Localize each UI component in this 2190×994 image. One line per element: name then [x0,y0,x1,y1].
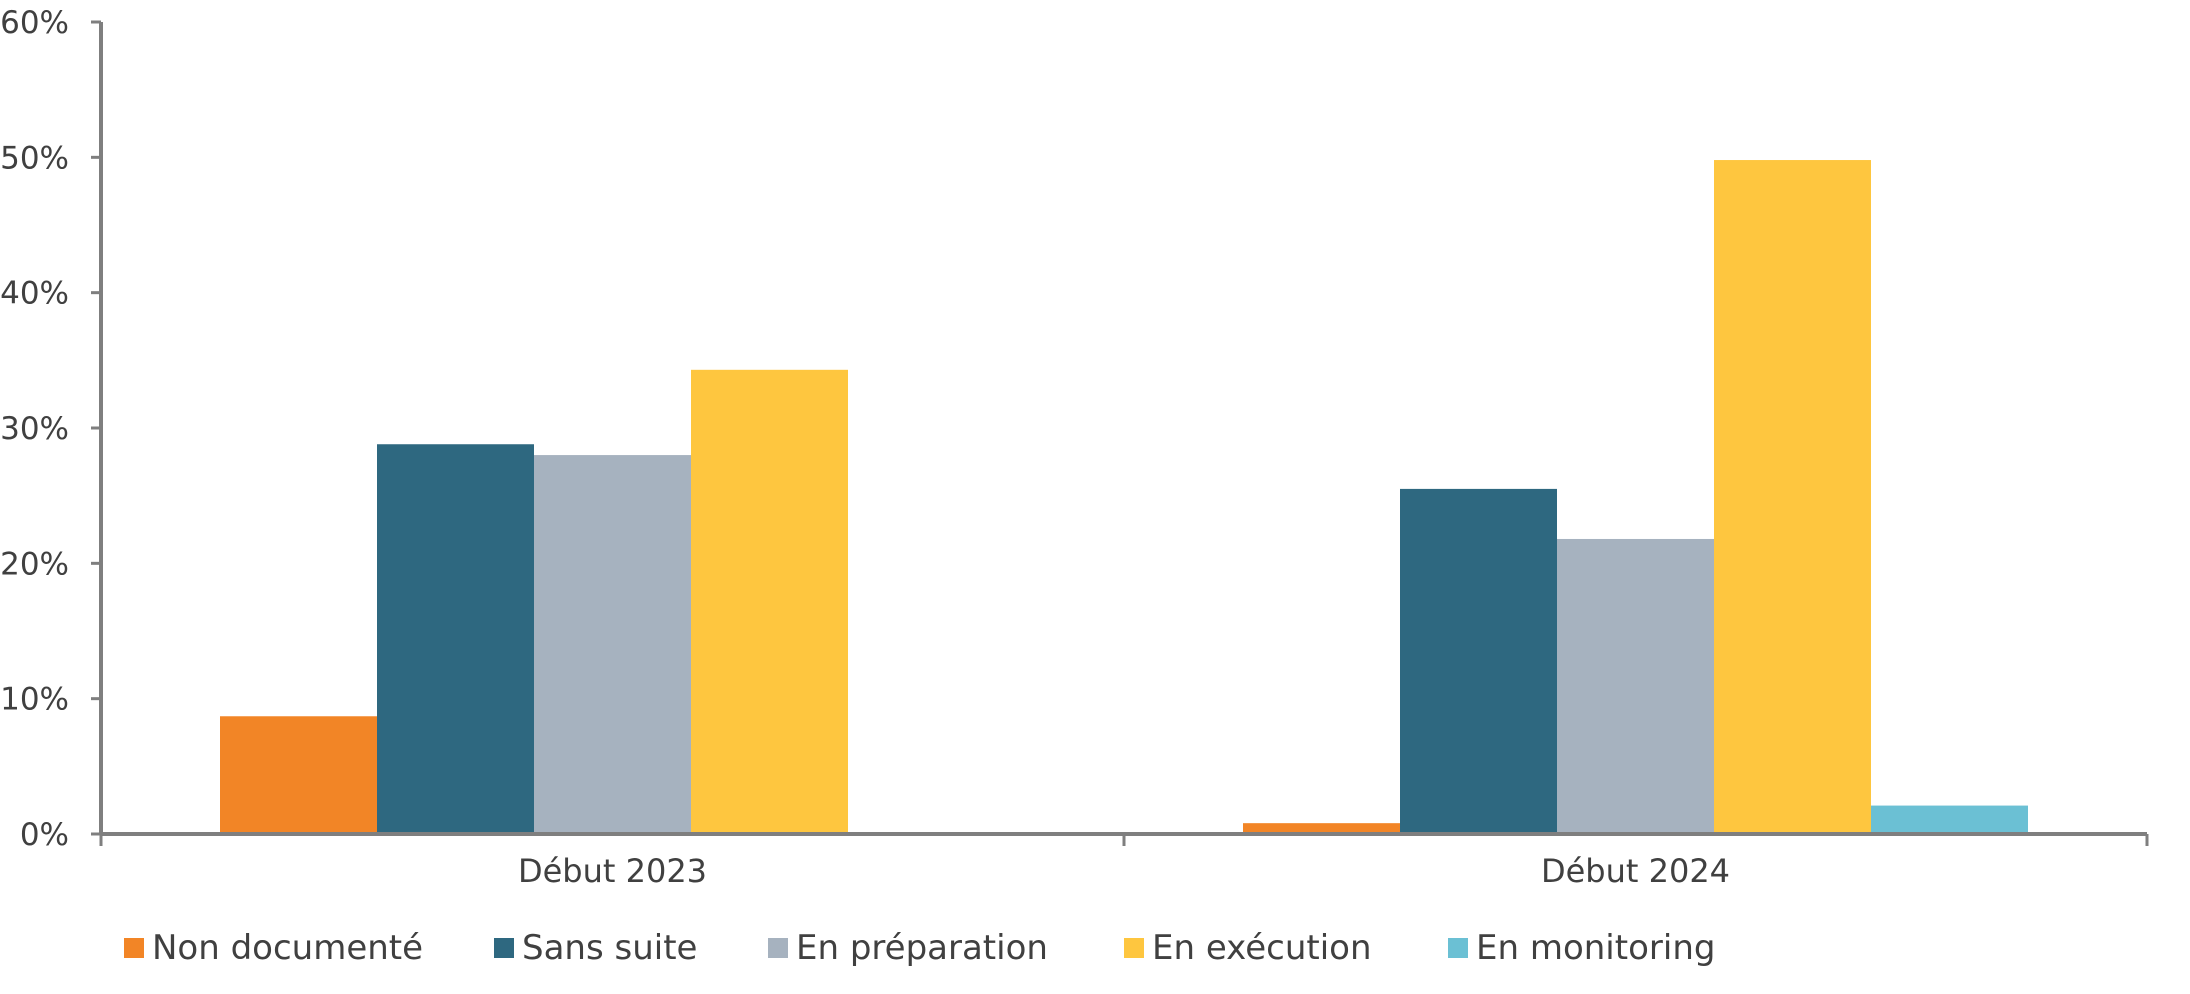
legend-label-en-monitoring: En monitoring [1476,928,1716,968]
bar-en-ex-cution-1 [1714,160,1871,835]
legend-item-non-documente: Non documenté [124,928,494,968]
bars [220,160,2028,835]
y-tick-label: 40% [0,276,69,312]
bar-en-monitoring-1 [1871,805,2028,834]
legend-item-en-preparation: En préparation [768,928,1124,968]
x-axis: Début 2023 Début 2024 [99,832,2149,890]
bar-en-pr-paration-0 [534,455,691,834]
y-tick-label: 0% [20,817,69,853]
legend-swatch-non-documente [124,938,144,958]
legend-item-sans-suite: Sans suite [494,928,768,968]
bar-non-document--0 [220,716,377,834]
legend-label-en-execution: En exécution [1152,928,1372,968]
bar-sans-suite-0 [377,444,534,834]
y-tick-label: 50% [0,140,69,176]
x-tick-label: Début 2024 [1541,852,1730,890]
legend-item-en-execution: En exécution [1124,928,1448,968]
legend-label-sans-suite: Sans suite [522,928,698,968]
y-tick-label: 30% [0,411,69,447]
legend-swatch-en-execution [1124,938,1144,958]
legend: Non documenté Sans suite En préparation … [124,928,1715,968]
legend-swatch-en-preparation [768,938,788,958]
bar-non-document--1 [1243,823,1400,834]
legend-swatch-sans-suite [494,938,514,958]
y-axis: 0% 10% 20% 30% 40% 50% 60% [0,5,103,853]
legend-label-en-preparation: En préparation [796,928,1048,968]
bar-sans-suite-1 [1400,488,1557,834]
legend-label-non-documente: Non documenté [152,928,424,968]
x-tick-label: Début 2023 [518,852,707,890]
bar-en-pr-paration-1 [1557,538,1714,834]
legend-swatch-en-monitoring [1448,938,1468,958]
bar-en-ex-cution-0 [691,369,848,834]
y-tick-label: 60% [0,5,69,41]
y-tick-label: 20% [0,546,69,582]
legend-item-en-monitoring: En monitoring [1448,928,1715,968]
y-tick-label: 10% [0,682,69,718]
